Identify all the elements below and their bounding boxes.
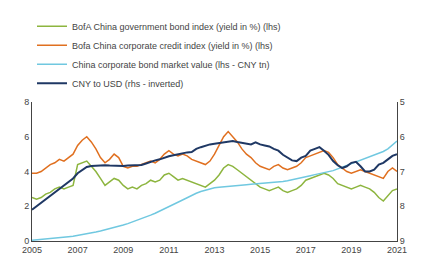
svg-text:2019: 2019 <box>341 245 361 255</box>
svg-text:CNY to USD (rhs - inverted): CNY to USD (rhs - inverted) <box>72 79 183 89</box>
svg-text:0: 0 <box>24 236 29 246</box>
svg-text:8: 8 <box>400 201 405 211</box>
svg-text:2013: 2013 <box>204 245 224 255</box>
svg-text:9: 9 <box>400 236 405 246</box>
svg-text:Bofa China corporate credit in: Bofa China corporate credit index (yield… <box>72 41 273 51</box>
svg-text:2017: 2017 <box>296 245 316 255</box>
svg-text:2011: 2011 <box>159 245 178 255</box>
svg-text:7: 7 <box>400 167 405 177</box>
svg-text:6: 6 <box>24 132 29 142</box>
svg-text:2005: 2005 <box>22 245 42 255</box>
svg-text:6: 6 <box>400 132 405 142</box>
svg-text:2009: 2009 <box>113 245 133 255</box>
svg-text:China corporate bond market va: China corporate bond market value (lhs -… <box>72 60 269 70</box>
svg-text:2021: 2021 <box>387 245 407 255</box>
svg-text:4: 4 <box>24 167 29 177</box>
svg-text:8: 8 <box>24 97 29 107</box>
svg-text:BofA China government bond ind: BofA China government bond index (yield … <box>72 22 281 32</box>
svg-text:2007: 2007 <box>68 245 88 255</box>
svg-text:2: 2 <box>24 201 29 211</box>
svg-text:2015: 2015 <box>250 245 270 255</box>
svg-text:5: 5 <box>400 97 405 107</box>
